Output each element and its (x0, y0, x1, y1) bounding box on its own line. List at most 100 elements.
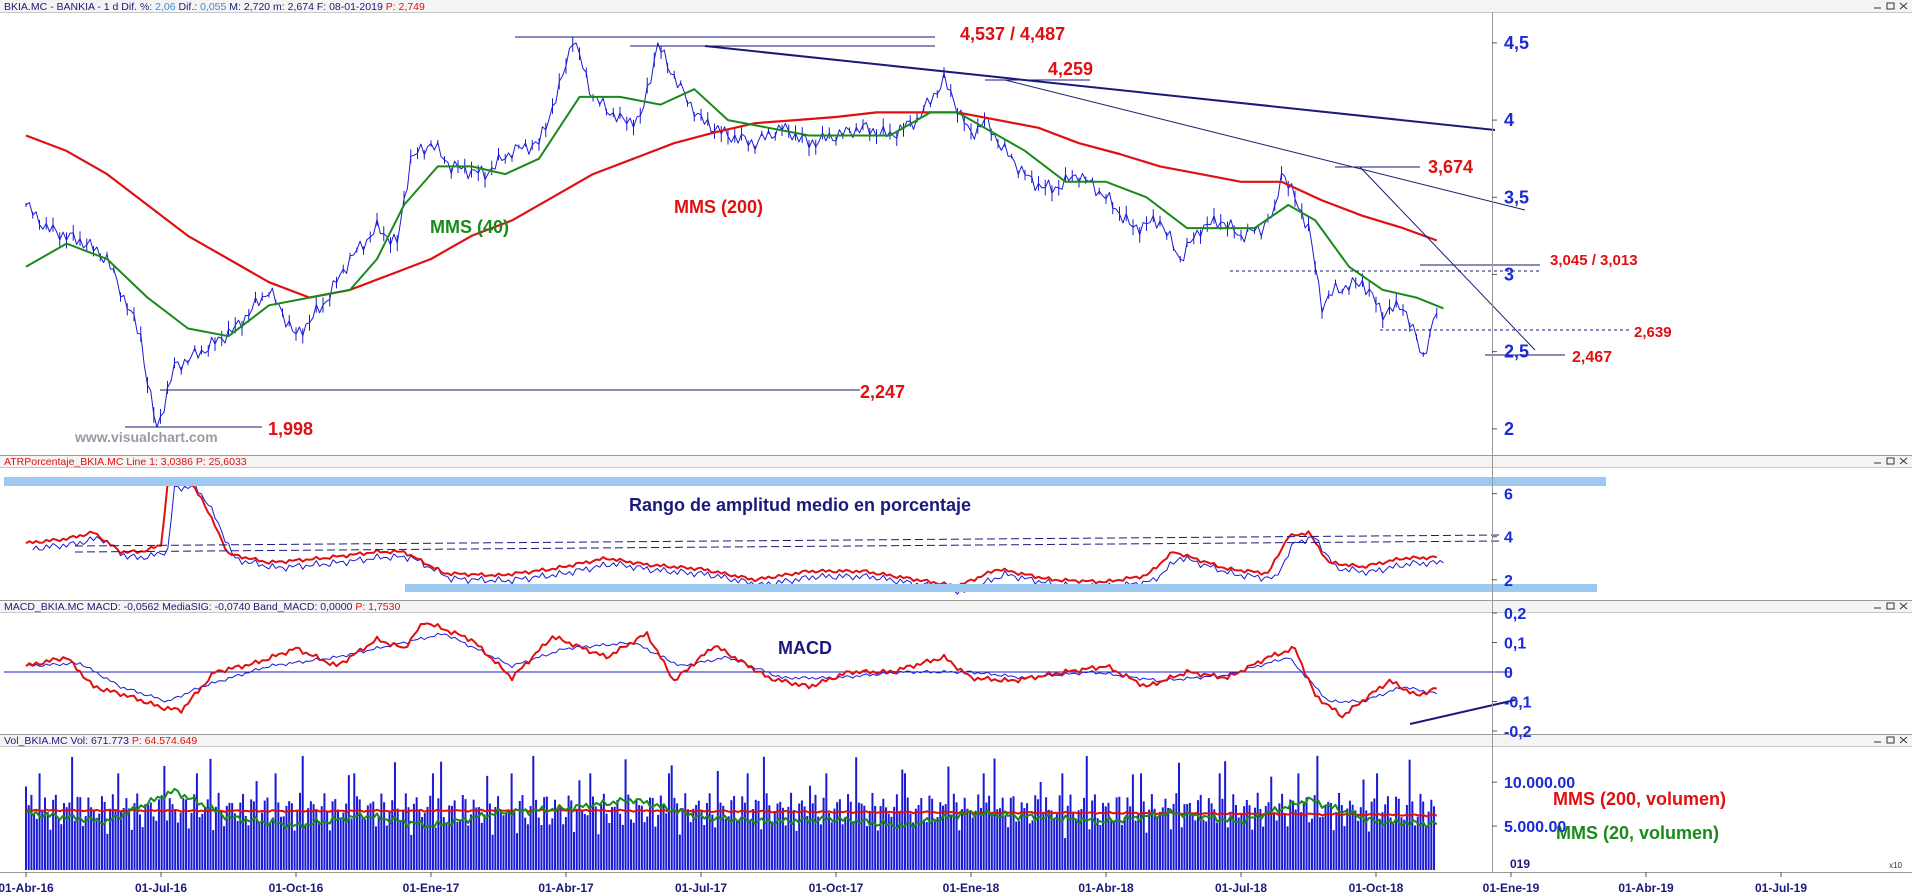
volume-bar (342, 812, 345, 870)
volume-bar (475, 807, 478, 870)
volume-bar (868, 811, 871, 870)
volume-bar (25, 786, 27, 870)
volume-bar (456, 821, 459, 870)
volume-bar (1419, 793, 1422, 870)
volume-bar (1023, 808, 1026, 870)
volume-bar (1395, 796, 1398, 870)
volume-bar (1001, 797, 1004, 870)
panel-frames (0, 0, 1912, 747)
volume-bar (1332, 830, 1335, 870)
volume-bar (271, 817, 274, 870)
volume-bar (1074, 819, 1077, 870)
volume-bar (695, 804, 698, 870)
ma200-line (25, 111, 1438, 299)
volume-bar (1253, 807, 1256, 870)
volume-bar (1188, 802, 1191, 870)
volume-bar (380, 793, 383, 870)
volume-bar (904, 773, 907, 870)
volume-bar (779, 801, 782, 870)
volume-bar (1403, 819, 1406, 870)
volume-bar (1129, 806, 1132, 870)
volume-bar (1286, 826, 1289, 870)
volume-bar (277, 802, 280, 870)
volume-bar (941, 805, 944, 870)
volume-bar (1112, 820, 1115, 870)
trendline-mid (1004, 79, 1526, 211)
volume-bar (578, 780, 581, 870)
volume-bar (583, 814, 586, 870)
volume-bar (781, 807, 784, 870)
macd-signal-line (25, 632, 1438, 703)
volume-bar (269, 823, 272, 870)
header-segment: P: 1,7530 (355, 601, 400, 613)
volume-bar (743, 802, 746, 870)
volume-bar (1064, 838, 1067, 870)
volume-bar (521, 795, 524, 870)
volume-bar (635, 800, 638, 870)
x-tick-label: 01-Ene-17 (403, 881, 460, 892)
volume-bar (1186, 804, 1189, 870)
panel-header-text: Vol_BKIA.MC Vol: 671.773 P: 64.574.649 (4, 735, 197, 747)
volume-bar (190, 812, 193, 870)
volume-bar (1088, 829, 1091, 870)
x-tick-label: 01-Jul-16 (135, 881, 187, 892)
volume-bar (814, 794, 817, 870)
x-tick-label: 01-Jul-19 (1755, 881, 1807, 892)
volume-bar (727, 816, 730, 870)
volume-bar (149, 802, 152, 870)
restore-icon[interactable] (1886, 602, 1895, 610)
volume-bar (217, 792, 220, 870)
volume-bar (133, 803, 136, 870)
volume-bar (716, 770, 719, 870)
volume-bar (1178, 762, 1181, 870)
y-tick-label: 4,5 (1504, 33, 1529, 53)
header-segment: Dif.: (178, 1, 200, 13)
close-icon[interactable] (1899, 602, 1908, 610)
restore-icon[interactable] (1886, 2, 1895, 10)
volume-bar (963, 797, 966, 870)
volume-bar (1169, 829, 1172, 870)
restore-glyph (1886, 2, 1895, 10)
volume-bar (1384, 804, 1387, 870)
y-tick-label: -0,1 (1504, 695, 1532, 712)
volume-bar (95, 820, 98, 870)
volume-bar (719, 802, 722, 870)
volume-bar (136, 793, 139, 870)
x-tick-label: 01-Oct-17 (809, 881, 864, 892)
close-icon[interactable] (1899, 457, 1908, 465)
volume-bar (1134, 820, 1137, 870)
volume-bar (722, 805, 725, 870)
volume-bar (1262, 826, 1265, 870)
volume-bar (312, 804, 315, 870)
volume-bar (613, 806, 616, 870)
volume-bar (752, 808, 755, 870)
volume-bar (1240, 814, 1243, 870)
vol-ma200-line (25, 808, 1438, 818)
volume-bar (1012, 796, 1015, 870)
y-tick-label: 10.000.00 (1504, 775, 1575, 792)
volume-bar (526, 824, 529, 870)
volume-bar (619, 813, 622, 870)
volume-bar (1343, 826, 1346, 870)
restore-icon[interactable] (1886, 736, 1895, 744)
volume-bar (510, 773, 513, 870)
volume-bar (1102, 802, 1105, 870)
volume-bar (388, 811, 391, 870)
volume-bar (681, 808, 684, 870)
header-segment: 2,06 (155, 1, 178, 13)
header-segment: P: 2,749 (386, 1, 425, 13)
volume-bar (1015, 821, 1018, 870)
volume-bar (1414, 825, 1417, 870)
volume-bar (833, 808, 836, 870)
close-icon[interactable] (1899, 2, 1908, 10)
volume-bar (960, 809, 963, 870)
volume-bar (35, 818, 38, 870)
restore-icon[interactable] (1886, 457, 1895, 465)
vol-ma200-label: MMS (200, volumen) (1553, 789, 1726, 809)
volume-bar (592, 796, 595, 870)
close-icon[interactable] (1899, 736, 1908, 744)
volume-bar (71, 756, 74, 870)
volume-bar (640, 805, 643, 870)
volume-bar (838, 799, 841, 870)
volume-bar (469, 814, 472, 870)
